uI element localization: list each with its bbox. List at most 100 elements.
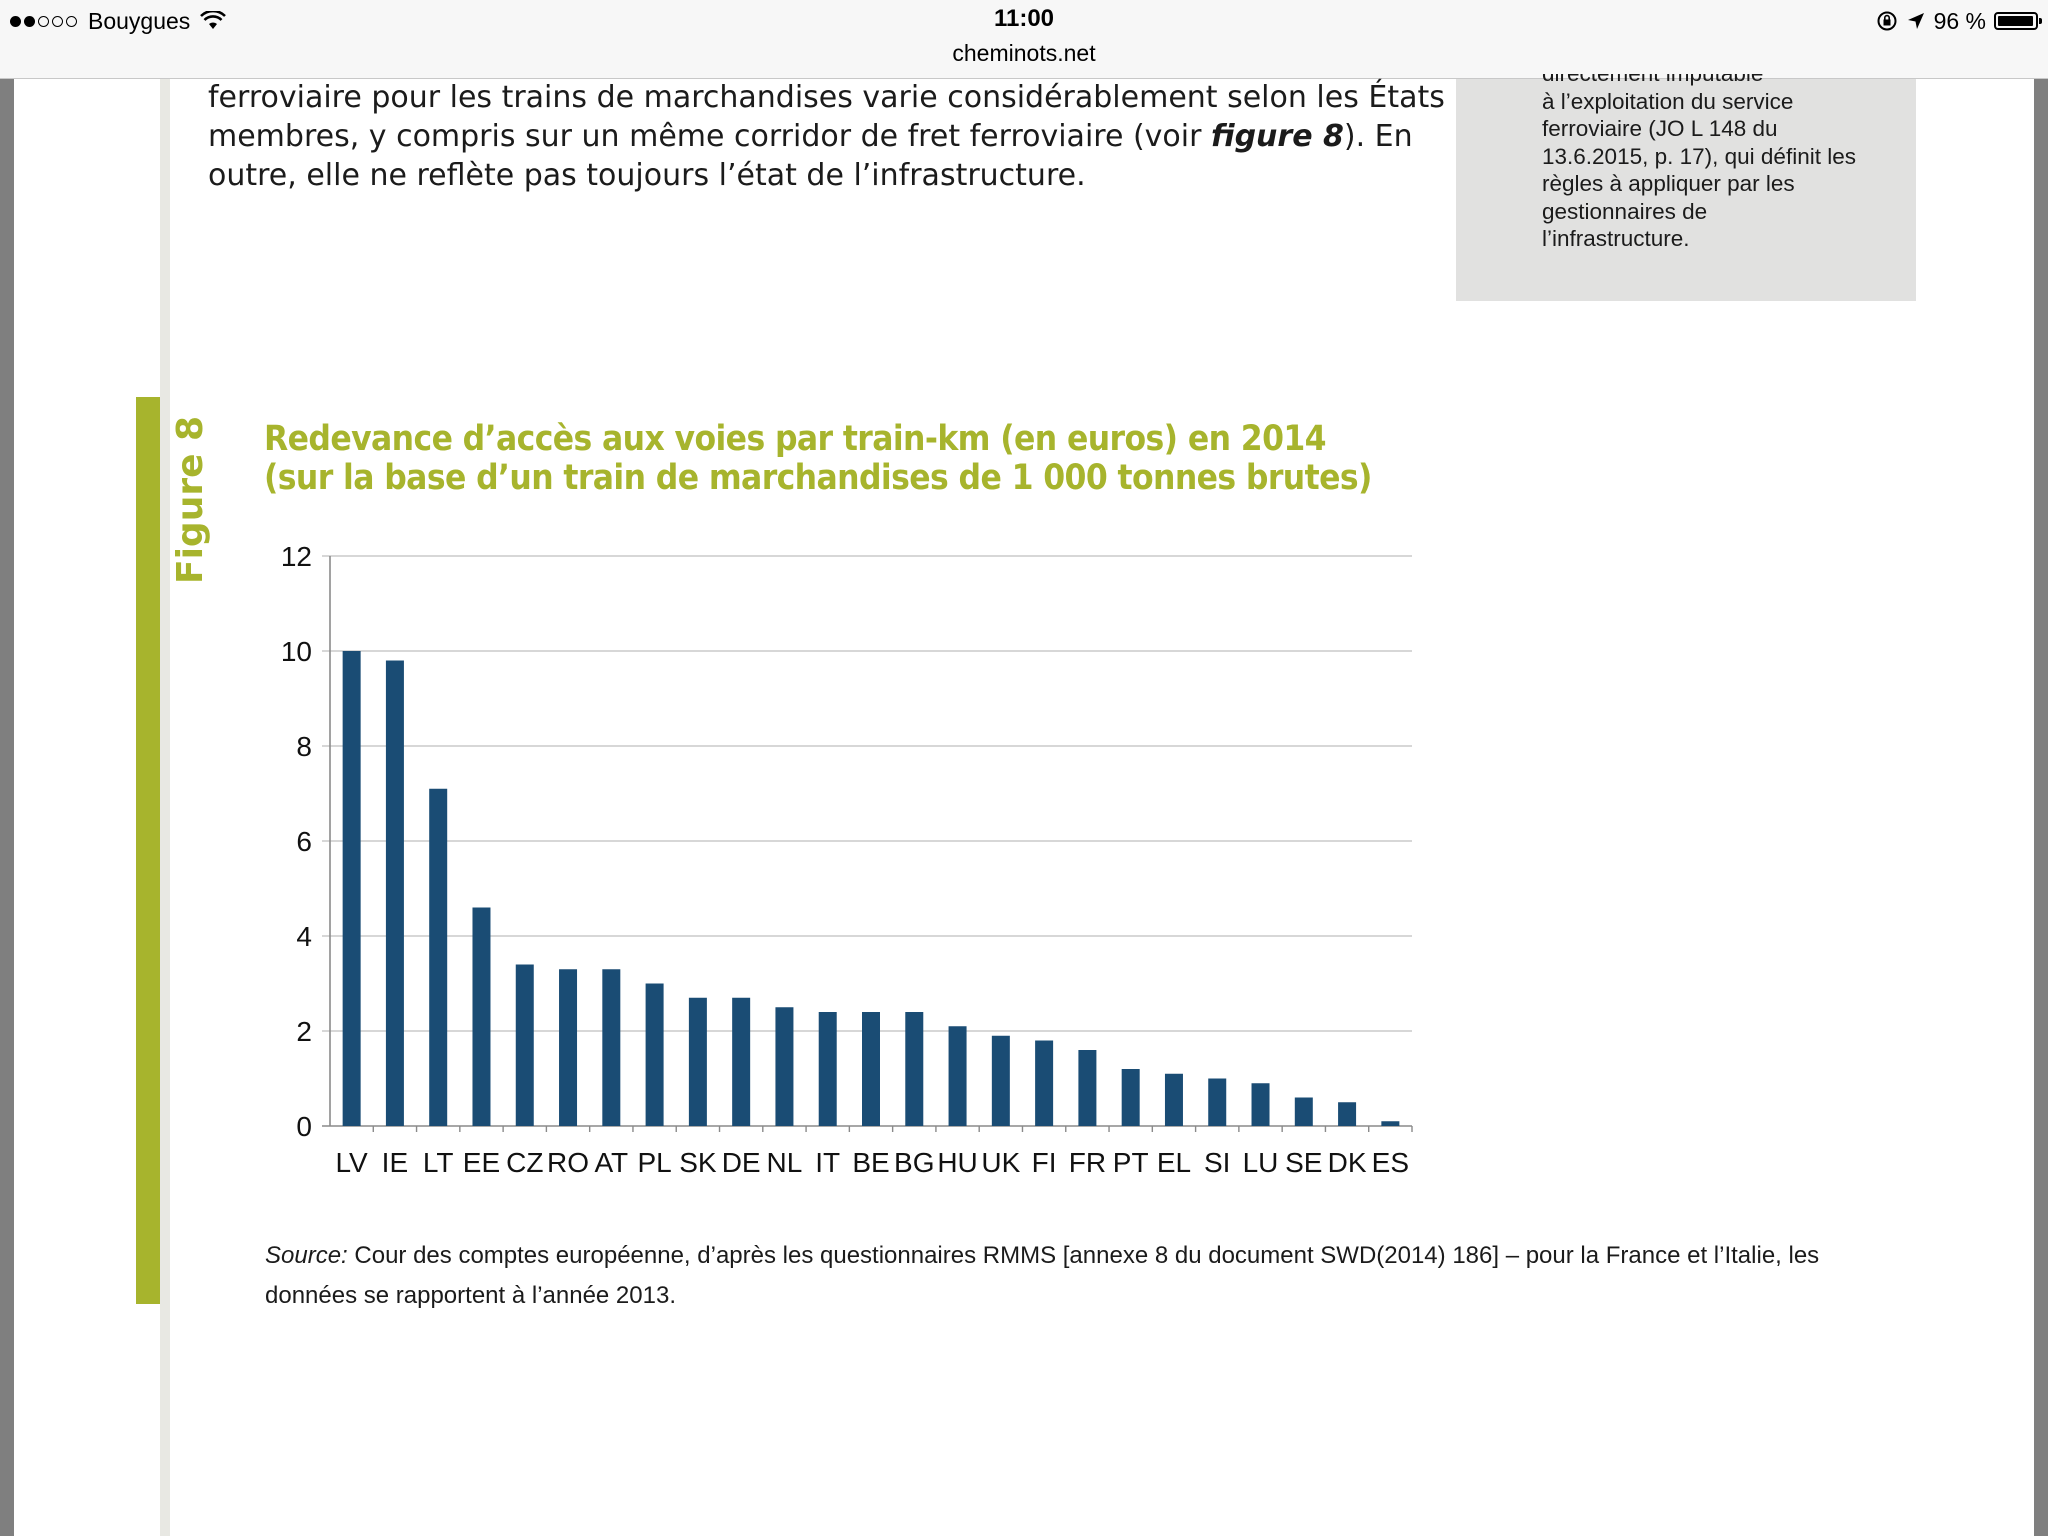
x-tick-label: IE [382,1147,408,1178]
x-tick-label: CZ [506,1147,543,1178]
bar-chart: 0 2 4 6 8 10 12 LV IE LT EE CZ RO AT PL SK DE NL IT BE BG HU… [281,541,1413,1178]
bar-cz [515,964,534,1126]
x-tick-label: NL [767,1147,803,1178]
x-tick-label: LT [423,1147,454,1178]
location-arrow-icon [1907,13,1924,29]
x-tick-label: HU [937,1147,977,1178]
sidebar-text: directement imputable à l’exploitation d… [1542,74,1912,253]
status-left: Bouygues [10,6,227,36]
sidebar-line: à l’exploitation du service [1542,88,1794,114]
x-tick-label: AT [594,1147,628,1178]
figure-label: Figure 8 [170,415,211,584]
status-bar: Bouygues 11:00 cheminots.net 96 % [0,0,2048,79]
figure-title-line: Redevance d’accès aux voies par train-km… [264,419,1327,459]
x-tick-label: FR [1069,1147,1106,1178]
address-bar-url[interactable]: cheminots.net [952,40,1096,66]
wifi-icon [200,11,227,29]
bar-de [732,997,751,1126]
x-tick-label: SE [1285,1147,1322,1178]
x-tick-label: FI [1032,1147,1057,1178]
x-tick-label: ES [1372,1147,1409,1178]
y-tick-label: 0 [296,1111,312,1142]
x-tick-label: IT [815,1147,840,1178]
y-tick-label: 4 [296,921,312,952]
y-tick-label: 8 [296,731,312,762]
sidebar-line: directement imputable [1542,61,1764,86]
x-tick-label: EE [463,1147,500,1178]
bar-lu [1251,1083,1270,1126]
bar-el [1164,1073,1183,1126]
x-tick-label: EL [1157,1147,1191,1178]
x-tick-label: PT [1113,1147,1149,1178]
bar-bg [905,1012,924,1126]
sidebar-line: gestionnaires de [1542,198,1708,224]
bar-ie [385,660,404,1126]
sidebar-line: ferroviaire (JO L 148 du [1542,116,1778,141]
signal-dot-full [24,15,35,27]
signal-dot-empty [66,15,77,27]
bar-si [1208,1078,1227,1126]
source-text: Cour des comptes européenne, d’après les… [265,1242,1820,1309]
bar-ee [472,907,491,1126]
y-tick-label: 6 [296,826,312,857]
bar-sk [688,997,707,1126]
x-tick-label: UK [981,1147,1020,1178]
page-margin-rule [160,79,170,1536]
x-tick-label: LV [336,1147,368,1178]
status-right: 96 % [1876,6,2042,36]
figure-accent-bar [136,397,160,1304]
bar-at [602,969,621,1126]
figure-source: Source: Cour des comptes européenne, d’a… [265,1236,1905,1316]
x-tick-label: RO [547,1147,589,1178]
x-tick-label: DE [722,1147,761,1178]
figure-title-line: (sur la base d’un train de marchandises … [264,458,1372,498]
sidebar-line: l’infrastructure. [1542,226,1690,251]
figure-reference-link[interactable]: figure 8 [1210,119,1344,154]
x-tick-label: SK [679,1147,717,1178]
bar-lt [429,788,448,1126]
battery-icon [1994,12,2042,30]
bar-es [1381,1121,1400,1126]
paragraph-line: ferroviaire pour les trains de marchandi… [208,80,1445,115]
battery-fill [1998,16,2033,26]
page-edge-right [2034,79,2048,1536]
bar-ro [559,969,578,1126]
bar-se [1294,1097,1313,1126]
carrier-name: Bouygues [88,7,191,34]
bar-pl [645,983,664,1126]
page-edge-left [0,79,14,1536]
x-axis-ticks: LV IE LT EE CZ RO AT PL SK DE NL IT BE BG HU UK FI FR PT EL… [336,1126,1413,1178]
figure-title: Redevance d’accès aux voies par train-km… [264,420,1664,498]
x-tick-label: LU [1243,1147,1279,1178]
paragraph-line: outre, elle ne reflète pas toujours l’ét… [208,158,1086,193]
bar-nl [775,1007,794,1126]
bar-lv [342,651,361,1126]
bar-fi [1035,1040,1054,1126]
battery-percent: 96 % [1933,7,1986,34]
chart-bars [342,651,1400,1126]
paragraph-line: membres, y compris sur un même corridor … [208,119,1413,154]
signal-dot-empty [52,15,63,27]
bar-fr [1078,1050,1097,1126]
x-tick-label: BE [852,1147,889,1178]
bar-be [862,1012,880,1126]
body-paragraph: ferroviaire pour les trains de marchandi… [208,78,1445,195]
x-tick-label: PL [637,1147,671,1178]
bar-hu [948,1026,967,1126]
rotation-lock-icon [1877,11,1897,31]
y-axis-ticks: 0 2 4 6 8 10 12 [281,541,312,1142]
sidebar-line: règles à appliquer par les [1542,171,1795,196]
sidebar-box [1456,79,1916,301]
source-label: Source: [265,1242,348,1269]
signal-dot-empty [38,15,49,27]
bar-pt [1121,1069,1140,1126]
sidebar-line: 13.6.2015, p. 17), qui définit les [1542,143,1856,169]
x-tick-label: SI [1204,1147,1230,1178]
x-tick-label: DK [1328,1147,1367,1178]
y-tick-label: 2 [296,1016,312,1047]
bar-dk [1338,1102,1357,1126]
x-tick-label: BG [894,1147,934,1178]
y-tick-label: 10 [281,636,312,667]
bar-uk [991,1035,1010,1126]
y-tick-label: 12 [281,541,312,572]
